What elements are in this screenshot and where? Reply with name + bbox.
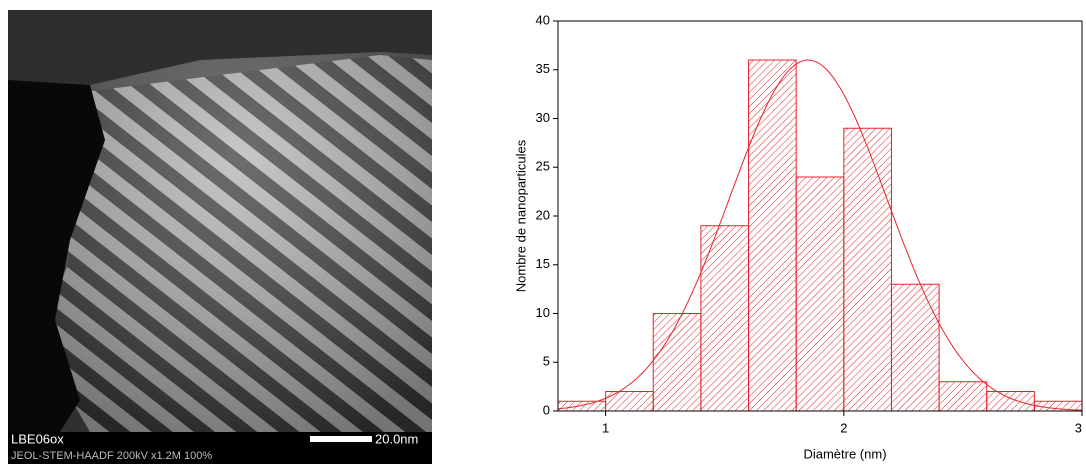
bar — [843, 127, 892, 412]
y-tick-label: 20 — [536, 207, 550, 222]
y-tick-label: 40 — [536, 12, 550, 27]
bar — [652, 313, 702, 412]
y-tick-label: 5 — [543, 354, 550, 369]
y-tick-label: 15 — [536, 256, 550, 271]
bar — [986, 391, 1035, 412]
image-label: LBE06ox — [11, 431, 64, 446]
x-tick-label: 2 — [840, 420, 847, 435]
y-tick-label: 10 — [536, 305, 550, 320]
bar — [890, 283, 940, 412]
bar — [795, 176, 845, 412]
y-tick-label: 30 — [536, 110, 550, 125]
micrograph — [8, 10, 432, 432]
bar — [938, 381, 988, 412]
image-info: JEOL-STEM-HAADF 200kV x1.2M 100% — [11, 450, 212, 462]
bar — [748, 59, 797, 412]
scale-bar — [310, 436, 372, 442]
y-tick-label: 35 — [536, 61, 550, 76]
x-tick-label: 3 — [1075, 420, 1082, 435]
x-tick-label: 1 — [602, 420, 609, 435]
bar — [557, 400, 607, 412]
scale-label: 20.0nm — [375, 431, 418, 446]
bar — [605, 391, 654, 412]
y-axis-label: Nombre de nanoparticules — [513, 139, 528, 292]
y-tick-label: 0 — [543, 402, 550, 417]
x-axis-label: Diamètre (nm) — [803, 446, 886, 461]
fit-curve — [557, 59, 1083, 411]
y-tick-label: 25 — [536, 159, 550, 174]
